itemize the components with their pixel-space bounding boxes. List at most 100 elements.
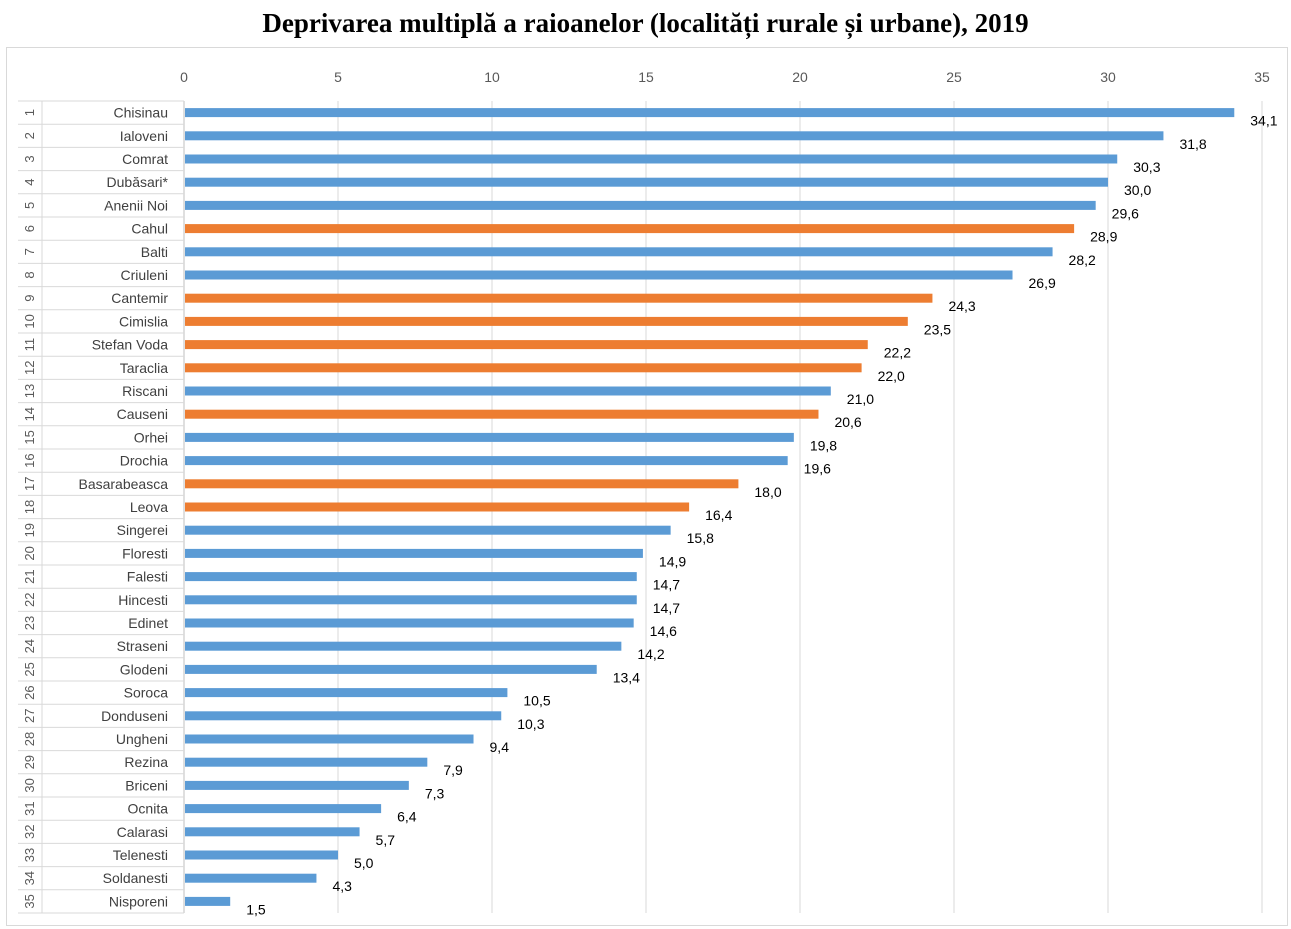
bar bbox=[185, 270, 1013, 280]
x-tick-label: 35 bbox=[1254, 69, 1270, 85]
rank-label: 32 bbox=[22, 825, 37, 839]
category-label: Singerei bbox=[117, 522, 168, 538]
rank-label: 26 bbox=[22, 685, 37, 699]
data-label: 30,0 bbox=[1124, 182, 1151, 198]
bar bbox=[185, 316, 908, 326]
category-label: Anenii Noi bbox=[104, 197, 168, 213]
bar bbox=[185, 780, 409, 790]
data-label: 10,5 bbox=[523, 693, 550, 709]
category-label: Chisinau bbox=[114, 105, 168, 121]
data-label: 9,4 bbox=[490, 739, 510, 755]
bar bbox=[185, 177, 1108, 187]
category-label: Dubăsari* bbox=[107, 174, 169, 190]
data-label: 14,9 bbox=[659, 553, 686, 569]
data-label: 6,4 bbox=[397, 809, 417, 825]
rank-label: 29 bbox=[22, 755, 37, 769]
bar bbox=[185, 108, 1235, 118]
bar bbox=[185, 247, 1053, 257]
x-tick-label: 15 bbox=[638, 69, 654, 85]
category-label: Causeni bbox=[117, 406, 168, 422]
bar bbox=[185, 664, 597, 674]
rank-label: 1 bbox=[22, 109, 37, 116]
data-label: 24,3 bbox=[948, 298, 975, 314]
category-label: Taraclia bbox=[120, 360, 168, 376]
bar bbox=[185, 456, 788, 466]
bar bbox=[185, 734, 474, 744]
category-label: Drochia bbox=[120, 453, 168, 469]
category-label: Soroca bbox=[124, 685, 169, 701]
data-label: 4,3 bbox=[332, 878, 352, 894]
category-label: Cimislia bbox=[119, 313, 168, 329]
rank-label: 11 bbox=[22, 338, 37, 352]
data-label: 13,4 bbox=[613, 669, 640, 685]
category-label: Balti bbox=[141, 244, 168, 260]
bar bbox=[185, 409, 819, 419]
rank-label: 2 bbox=[22, 132, 37, 139]
category-label: Floresti bbox=[122, 545, 168, 561]
bar bbox=[185, 154, 1118, 164]
bar bbox=[185, 502, 690, 512]
data-label: 18,0 bbox=[754, 484, 781, 500]
bar bbox=[185, 525, 671, 535]
category-label: Falesti bbox=[127, 569, 168, 585]
data-label: 19,8 bbox=[810, 437, 837, 453]
bar bbox=[185, 688, 508, 698]
data-label: 7,9 bbox=[443, 762, 463, 778]
rank-label: 27 bbox=[22, 709, 37, 723]
rank-label: 17 bbox=[22, 477, 37, 491]
rank-label: 18 bbox=[22, 500, 37, 514]
category-label: Donduseni bbox=[101, 708, 168, 724]
rank-label: 19 bbox=[22, 523, 37, 537]
category-label: Ocnita bbox=[128, 801, 169, 817]
bar bbox=[185, 873, 317, 883]
category-label: Cahul bbox=[131, 221, 168, 237]
data-label: 16,4 bbox=[705, 507, 732, 523]
data-label: 14,6 bbox=[650, 623, 677, 639]
category-label: Basarabeasca bbox=[78, 476, 168, 492]
bar bbox=[185, 850, 338, 860]
bar bbox=[185, 224, 1075, 234]
bar bbox=[185, 131, 1164, 141]
rank-label: 35 bbox=[22, 894, 37, 908]
bar bbox=[185, 595, 637, 605]
bar bbox=[185, 804, 382, 814]
bar bbox=[185, 827, 360, 837]
data-label: 10,3 bbox=[517, 716, 544, 732]
bar bbox=[185, 293, 933, 303]
category-label: Ungheni bbox=[116, 731, 168, 747]
data-label: 34,1 bbox=[1250, 113, 1277, 129]
data-label: 14,7 bbox=[653, 577, 680, 593]
x-tick-label: 20 bbox=[792, 69, 808, 85]
data-label: 28,9 bbox=[1090, 229, 1117, 245]
bar bbox=[185, 200, 1096, 210]
rank-label: 30 bbox=[22, 778, 37, 792]
category-label: Cantemir bbox=[111, 290, 168, 306]
chart-title: Deprivarea multiplă a raioanelor (locali… bbox=[262, 8, 1029, 38]
bar bbox=[185, 340, 868, 350]
rank-label: 34 bbox=[22, 871, 37, 885]
data-label: 5,0 bbox=[354, 855, 374, 871]
bar bbox=[185, 386, 831, 396]
data-label: 1,5 bbox=[246, 901, 266, 917]
bar bbox=[185, 479, 739, 489]
data-label: 7,3 bbox=[425, 785, 445, 801]
rank-label: 33 bbox=[22, 848, 37, 862]
category-label: Rezina bbox=[124, 754, 168, 770]
category-label: Nisporeni bbox=[109, 893, 168, 909]
data-label: 26,9 bbox=[1029, 275, 1056, 291]
rank-label: 22 bbox=[22, 593, 37, 607]
data-label: 23,5 bbox=[924, 321, 951, 337]
rank-label: 25 bbox=[22, 662, 37, 676]
rank-label: 8 bbox=[22, 271, 37, 278]
category-label: Leova bbox=[130, 499, 168, 515]
rank-label: 5 bbox=[22, 202, 37, 209]
rank-label: 23 bbox=[22, 616, 37, 630]
category-label: Riscani bbox=[122, 383, 168, 399]
data-label: 28,2 bbox=[1069, 252, 1096, 268]
category-label: Comrat bbox=[122, 151, 168, 167]
category-label: Stefan Voda bbox=[92, 337, 169, 353]
rank-label: 15 bbox=[22, 430, 37, 444]
x-tick-label: 0 bbox=[180, 69, 188, 85]
rank-label: 4 bbox=[22, 179, 37, 186]
